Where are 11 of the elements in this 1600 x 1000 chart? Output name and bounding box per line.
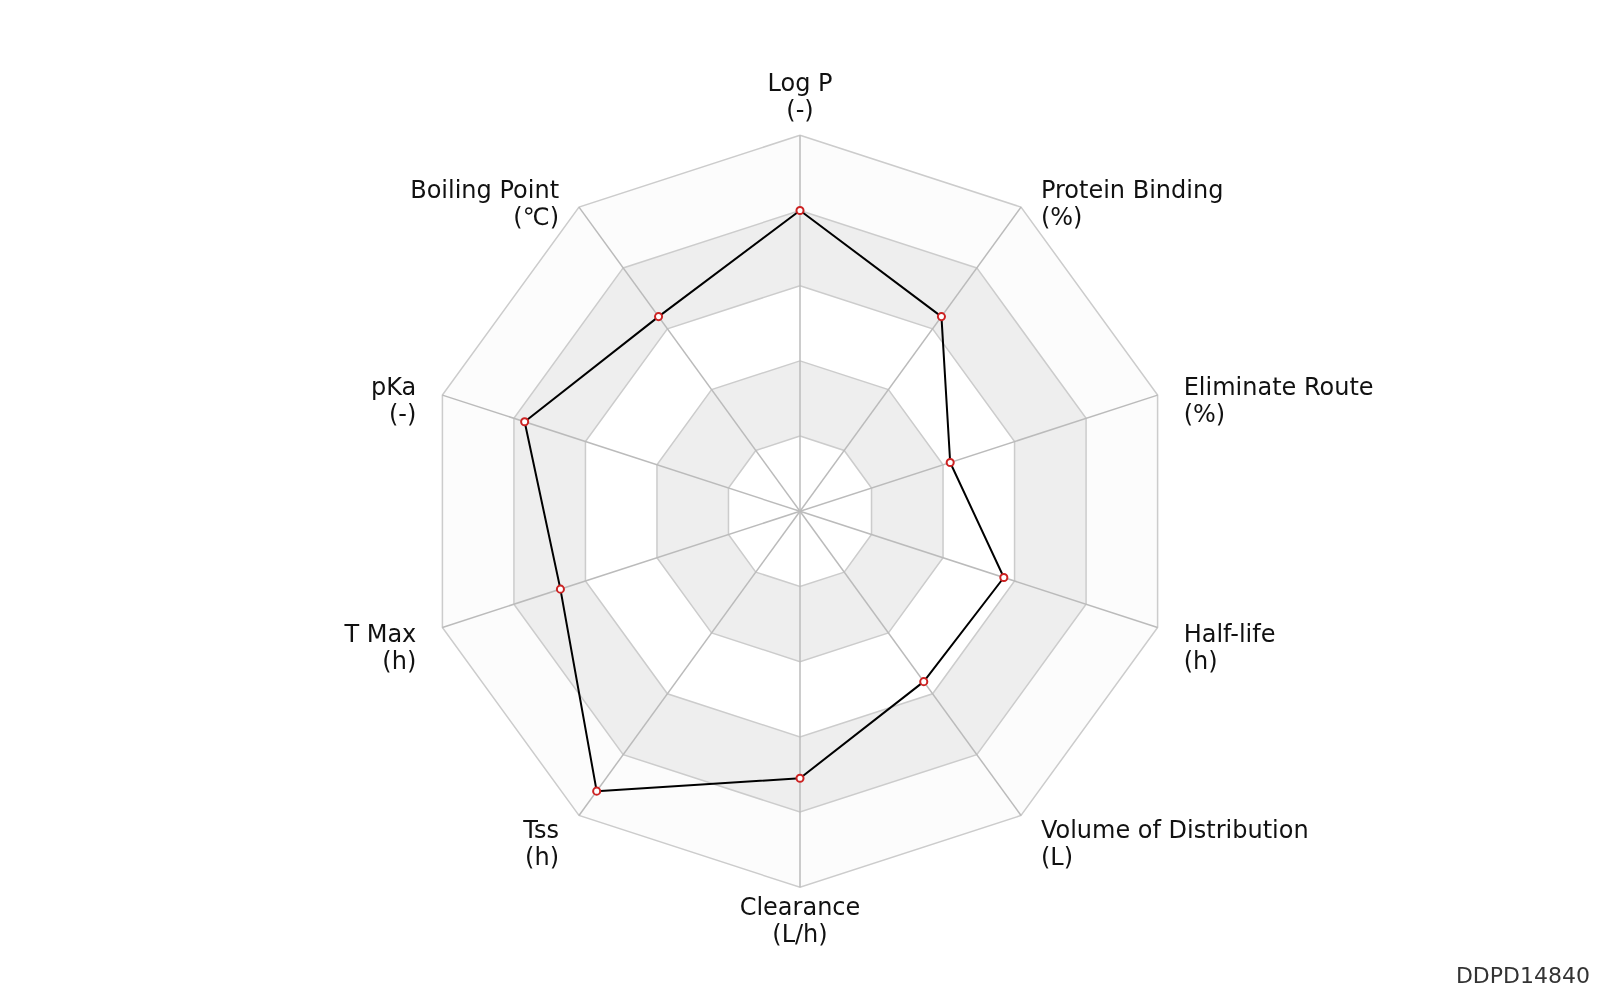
spoke-label: Eliminate Route (%) bbox=[1183, 372, 1374, 428]
text: DDPD14840 bbox=[1455, 963, 1590, 988]
spoke-label: Tss (h) bbox=[522, 816, 560, 872]
spoke-label: Protein Binding (%) bbox=[1040, 176, 1224, 232]
spoke-label: Log P (-) bbox=[767, 69, 833, 125]
spoke-label: T Max (h) bbox=[343, 619, 417, 675]
spoke-label: Volume of Distribution (L) bbox=[1040, 816, 1309, 872]
spoke-label: pKa (-) bbox=[371, 372, 417, 428]
spoke-label: Boiling Point (℃) bbox=[410, 176, 560, 232]
spoke-label: Clearance (L/h) bbox=[739, 893, 861, 949]
spoke-label: Half-life (h) bbox=[1183, 619, 1276, 675]
